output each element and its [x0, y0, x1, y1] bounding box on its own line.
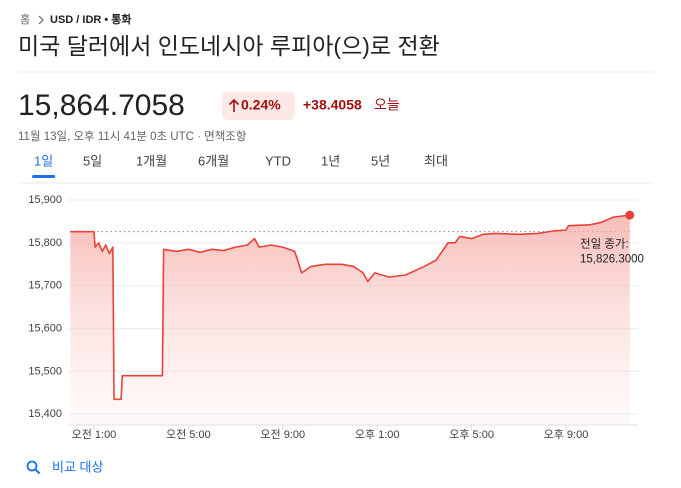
price: 15,864.7058 [18, 89, 185, 122]
range-tab[interactable]: YTD [265, 153, 291, 168]
range-tab[interactable]: 6개월 [198, 153, 229, 168]
change-percent: 0.24% [241, 97, 281, 113]
price-line [70, 214, 630, 401]
change-pill [222, 92, 295, 120]
change-amount: +38.4058 [303, 97, 362, 113]
chart: 15,400 15,500 15,600 15,700 15,800 15,900 오전 1… [28, 194, 644, 441]
range-tab[interactable]: 최대 [424, 153, 448, 168]
price-area [70, 215, 630, 425]
search-icon [26, 460, 38, 472]
y-tick-label: 15,600 [28, 322, 62, 334]
range-tab[interactable]: 1년 [321, 153, 340, 168]
timestamp: 11월 13일, 오후 11시 41분 0초 UTC · 면책조항 [18, 129, 247, 143]
search-icon-handle [34, 468, 41, 475]
breadcrumb-home[interactable]: 홈 [20, 12, 30, 26]
y-tick-label: 15,800 [28, 237, 62, 249]
range-tab[interactable]: 1일 [34, 153, 53, 168]
x-tick-label: 오전 1:00 [72, 428, 117, 441]
breadcrumb-current: USD / IDR • 통화 [50, 12, 132, 26]
up-arrow-icon [228, 98, 240, 112]
range-tab[interactable]: 5일 [83, 153, 102, 168]
x-tick-label: 오전 9:00 [260, 428, 305, 441]
last-price-dot [625, 210, 635, 220]
previous-close-value: 15,826.3000 [580, 254, 644, 266]
range-tab[interactable]: 1개월 [136, 153, 167, 168]
x-tick-label: 오후 5:00 [449, 428, 494, 441]
x-tick-label: 오후 1:00 [355, 428, 400, 441]
y-tick-label: 15,700 [28, 280, 62, 292]
y-tick-label: 15,500 [28, 365, 62, 377]
page-title: 미국 달러에서 인도네시아 루피아(으)로 전환 [18, 33, 440, 59]
x-tick-label: 오전 5:00 [166, 428, 211, 441]
previous-close-title: 전일 종가: [580, 237, 629, 251]
y-tick-label: 15,400 [28, 408, 62, 420]
x-tick-label: 오후 9:00 [544, 428, 589, 441]
y-tick-label: 15,900 [28, 194, 62, 206]
compare-link[interactable]: 비교 대상 [52, 459, 103, 474]
range-tab[interactable]: 5년 [371, 153, 390, 168]
range-tabs: 1일 5일 1개월 6개월 YTD 1년 5년 최대 [32, 153, 448, 178]
breadcrumb-separator [38, 15, 44, 25]
selected-tab-indicator [32, 175, 56, 178]
change-period: 오늘 [374, 97, 400, 113]
